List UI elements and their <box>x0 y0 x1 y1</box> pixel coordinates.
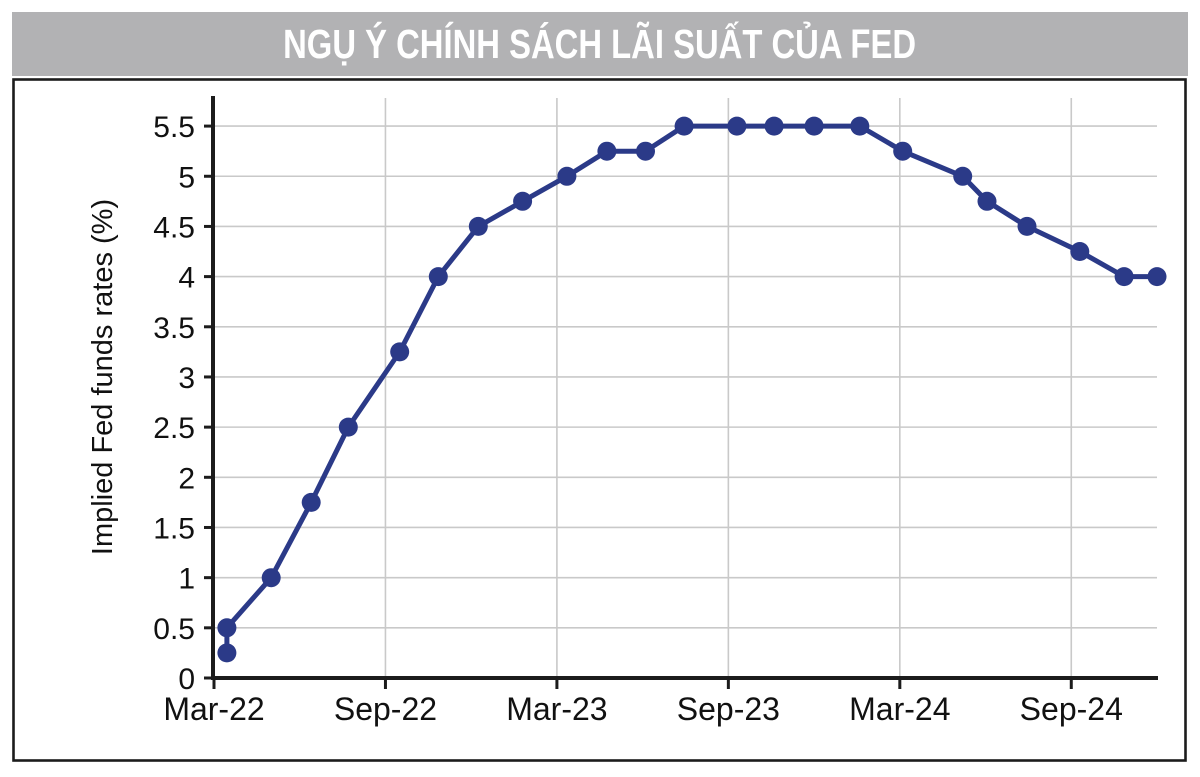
x-tick-label: Sep-24 <box>1020 691 1123 727</box>
y-tick-label: 3 <box>178 362 195 395</box>
data-point <box>468 216 488 236</box>
data-point <box>390 342 410 362</box>
data-point <box>636 141 655 161</box>
y-tick-label: 1 <box>178 563 195 596</box>
data-point <box>977 191 997 211</box>
data-point <box>1070 242 1090 261</box>
data-point <box>727 116 747 136</box>
y-tick-label: 5.5 <box>153 111 195 144</box>
y-tick-label: 3.5 <box>153 312 195 345</box>
data-point <box>1147 267 1167 287</box>
data-point <box>764 116 784 136</box>
y-tick-label: 4 <box>178 262 195 295</box>
axes <box>211 96 1158 680</box>
vertical-gridlines <box>384 98 1073 678</box>
tick-labels: 0 0.5 1 1.5 2 2.5 3 3.5 4 4.5 5 5.5 Mar-22 Sep-22 Mar-… <box>153 111 1123 727</box>
data-point <box>804 116 824 136</box>
y-tick-label: 0.5 <box>153 613 195 646</box>
data-point <box>850 116 870 136</box>
data-point <box>674 116 694 136</box>
x-tick-label: Mar-23 <box>506 691 607 727</box>
data-point <box>597 141 617 161</box>
data-point <box>1114 267 1134 287</box>
data-point <box>1017 216 1037 236</box>
y-axis-title: Implied Fed funds rates (%) <box>87 199 119 555</box>
y-tick-label: 5 <box>178 161 195 194</box>
data-point <box>217 618 237 638</box>
y-tick-label: 2.5 <box>153 412 195 445</box>
data-point <box>261 568 281 588</box>
y-tick-label: 0 <box>178 663 195 696</box>
y-tick-label: 1.5 <box>153 512 195 545</box>
x-tick-label: Sep-22 <box>334 691 437 727</box>
data-point <box>893 141 913 161</box>
data-point <box>338 417 358 437</box>
data-point <box>557 166 577 186</box>
y-tick-label: 4.5 <box>153 211 195 244</box>
x-tick-label: Sep-23 <box>677 691 780 727</box>
data-point <box>217 643 237 663</box>
data-point <box>428 267 448 287</box>
data-point <box>513 191 533 211</box>
x-tick-label: Mar-24 <box>849 691 950 727</box>
chart-title: NGỤ Ý CHÍNH SÁCH LÃI SUẤT CỦA FED <box>283 20 917 67</box>
data-point <box>301 492 321 512</box>
data-point <box>953 166 973 186</box>
x-tick-label: Mar-22 <box>163 691 264 727</box>
y-tick-label: 2 <box>178 462 195 495</box>
chart-title-bar: NGỤ Ý CHÍNH SÁCH LÃI SUẤT CỦA FED <box>12 12 1188 76</box>
horizontal-gridlines <box>213 125 1157 629</box>
data-series <box>217 116 1167 663</box>
tick-marks <box>204 124 1073 689</box>
